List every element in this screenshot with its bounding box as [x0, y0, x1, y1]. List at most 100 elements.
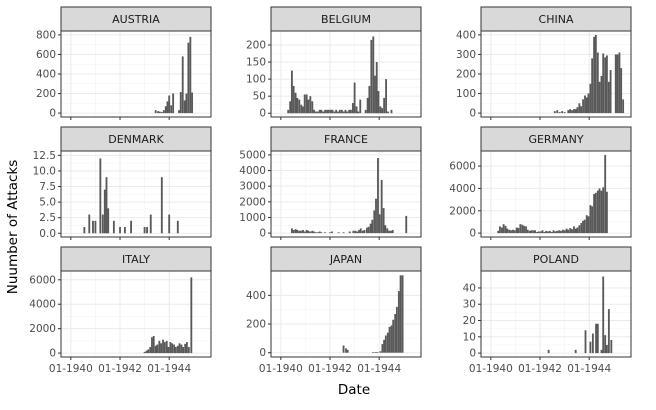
bar	[552, 230, 555, 234]
bar	[327, 109, 330, 114]
bar	[574, 228, 577, 234]
bar	[348, 231, 351, 234]
bar	[526, 229, 529, 234]
panel-poland: POLAND 0 10 20 30 40 01-1940 01-1942 01-1944	[463, 246, 632, 375]
bar	[582, 99, 584, 114]
bar	[377, 158, 379, 234]
bar	[107, 208, 110, 234]
bar	[375, 62, 378, 114]
bar	[158, 111, 161, 114]
bar	[539, 231, 542, 234]
strip-label-austria: AUSTRIA	[112, 13, 160, 26]
bar	[346, 349, 349, 353]
y-tick-label: 30	[463, 299, 476, 311]
bar	[384, 225, 387, 234]
bar	[561, 111, 564, 114]
strip-poland	[480, 246, 632, 272]
bar	[602, 187, 605, 234]
bar	[151, 337, 153, 354]
bar	[537, 231, 540, 234]
bar	[359, 99, 362, 114]
bar	[392, 319, 395, 353]
bar	[298, 99, 301, 114]
bar	[143, 351, 146, 354]
x-tick-label: 01-1940	[469, 363, 513, 375]
bar	[173, 344, 176, 354]
bar	[397, 291, 400, 353]
bar	[584, 95, 586, 114]
bar	[181, 56, 184, 114]
y-tick-label: 0	[469, 348, 476, 360]
y-tick-label: 600	[36, 49, 56, 61]
bar	[164, 106, 167, 114]
bar	[584, 330, 587, 354]
bar	[401, 275, 404, 353]
bar	[351, 103, 354, 114]
bar	[604, 57, 607, 114]
bar	[390, 230, 392, 234]
bar	[388, 230, 390, 234]
bar	[147, 349, 150, 354]
bar	[124, 227, 126, 234]
y-tick-label: 200	[246, 319, 266, 331]
bar	[149, 214, 152, 234]
bar	[381, 108, 384, 114]
bar	[363, 229, 366, 234]
bar	[88, 214, 91, 234]
bar	[532, 230, 535, 234]
strip-china	[480, 6, 632, 32]
strip-france	[270, 126, 422, 152]
bar	[604, 154, 607, 234]
y-tick-label: 4000	[449, 183, 476, 195]
bar	[547, 349, 550, 354]
plot-area-italy	[61, 271, 211, 357]
y-axis-title: Nuumber of Attacks	[5, 160, 21, 295]
bar	[105, 177, 108, 234]
bar	[593, 36, 596, 114]
bar	[381, 344, 384, 353]
bar	[390, 325, 393, 353]
plot-area-germany	[481, 151, 631, 237]
panel-japan: JAPAN 0 200 400 01-1940 01-1942 01-1944	[246, 246, 422, 375]
bar	[167, 346, 170, 354]
y-tick-label: 0	[49, 348, 56, 360]
bar	[344, 109, 347, 114]
bar	[616, 54, 619, 114]
panel-denmark: DENMARK 0.0 2.5 5.0 7.5 10.0 12.5	[33, 126, 212, 240]
bar	[385, 79, 388, 114]
y-tick-label: 7.5	[39, 181, 56, 193]
bar	[185, 93, 188, 114]
bar	[528, 230, 531, 234]
bar	[561, 229, 564, 234]
bar	[388, 326, 391, 353]
x-axis-title: Date	[338, 382, 370, 398]
panel-china: CHINA 0 100 200 300 400	[456, 6, 632, 120]
y-tick-label: 0	[49, 108, 56, 120]
bar	[166, 101, 169, 114]
bar	[184, 343, 187, 354]
bar	[302, 229, 304, 234]
bar	[324, 109, 327, 114]
strip-germany	[480, 126, 632, 152]
bar	[558, 230, 561, 234]
bar	[607, 309, 610, 354]
bar	[296, 229, 299, 234]
bar	[292, 85, 295, 114]
bar	[307, 230, 310, 234]
bar	[154, 345, 157, 354]
bar	[331, 231, 333, 234]
bar	[313, 231, 315, 234]
bar	[602, 53, 605, 114]
strip-label-poland: POLAND	[533, 253, 579, 266]
bar	[316, 232, 319, 234]
bar	[554, 231, 557, 234]
bar	[609, 70, 612, 114]
bar	[536, 231, 538, 234]
bar	[345, 348, 347, 353]
bar	[179, 92, 182, 114]
bar	[589, 341, 592, 354]
y-tick-label: 10	[463, 331, 476, 343]
bar	[571, 229, 573, 234]
bar	[94, 220, 97, 234]
bar	[399, 275, 402, 353]
